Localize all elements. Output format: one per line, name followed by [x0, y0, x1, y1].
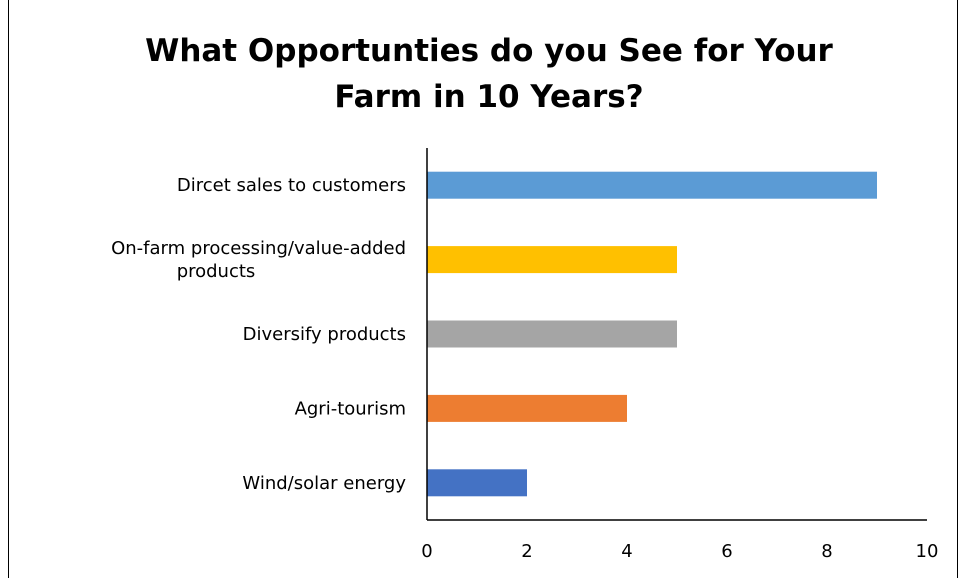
- category-label-line: Dircet sales to customers: [177, 175, 406, 196]
- category-label-line: Agri-tourism: [295, 398, 406, 419]
- category-label-line: On-farm processing/value-added: [111, 238, 406, 259]
- bar-1: [427, 246, 677, 274]
- x-tick-labels-layer: 0 2 4 6 8 10: [421, 541, 938, 562]
- x-tick-label-4: 8: [821, 541, 832, 562]
- category-labels-layer: Dircet sales to customers On-farm process…: [111, 175, 406, 494]
- category-label-line: Wind/solar energy: [242, 473, 406, 494]
- chart-title: What Opportunties do you See for Your Fa…: [145, 33, 833, 115]
- category-label-1: On-farm processing/value-added products: [111, 238, 406, 282]
- category-label-line: products: [177, 261, 256, 282]
- category-label-line: Diversify products: [243, 324, 406, 345]
- x-tick-label-2: 4: [621, 541, 632, 562]
- x-tick-label-5: 10: [916, 541, 939, 562]
- x-tick-label-1: 2: [521, 541, 532, 562]
- category-label-4: Wind/solar energy: [242, 473, 406, 494]
- bars-layer: [427, 171, 877, 497]
- category-label-3: Agri-tourism: [295, 398, 406, 419]
- x-tick-label-3: 6: [721, 541, 732, 562]
- bar-0: [427, 171, 877, 199]
- category-label-2: Diversify products: [243, 324, 406, 345]
- category-label-0: Dircet sales to customers: [177, 175, 406, 196]
- bar-3: [427, 394, 627, 422]
- x-tick-label-0: 0: [421, 541, 432, 562]
- bar-4: [427, 469, 527, 497]
- bar-2: [427, 320, 677, 348]
